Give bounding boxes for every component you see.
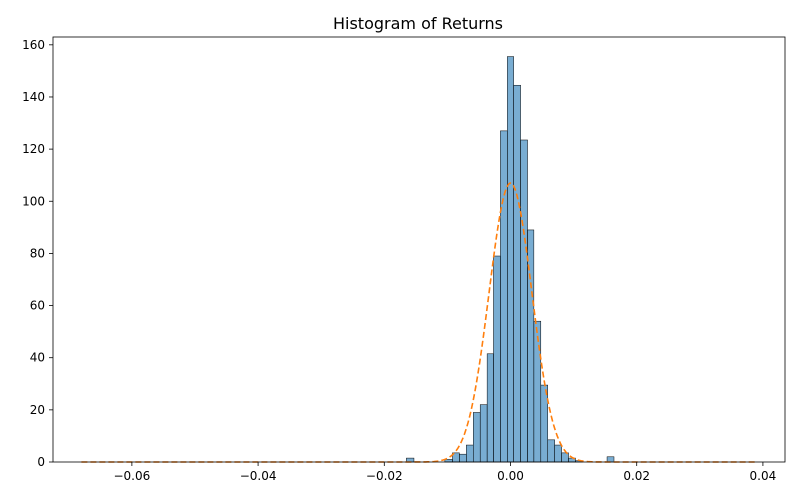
histogram-bar [554, 444, 562, 463]
histogram-bar [540, 384, 548, 463]
y-tick-label: 100 [22, 194, 45, 208]
y-tick-label: 20 [30, 403, 45, 417]
chart-title: Histogram of Returns [333, 14, 503, 33]
histogram-bar [513, 84, 521, 463]
histogram-bar [466, 444, 474, 463]
x-tick-label: 0.04 [750, 469, 777, 483]
histogram-bar [507, 56, 514, 463]
histogram-bars [406, 56, 615, 463]
histogram-bar [479, 404, 488, 463]
histogram-bar [547, 439, 555, 463]
x-tick-label: −0.06 [113, 469, 150, 483]
y-tick-label: 80 [30, 246, 45, 260]
histogram-bar [486, 353, 494, 463]
y-tick-label: 0 [37, 455, 45, 469]
histogram-bar [520, 139, 528, 463]
y-axis-ticks: 0 20 40 60 80 100 120 140 160 [22, 38, 53, 469]
histogram-bar [561, 452, 569, 463]
normal-curve-line [81, 182, 757, 463]
x-tick-label: 0.02 [623, 469, 650, 483]
histogram-bar [473, 412, 481, 463]
histogram-bar [533, 320, 542, 463]
histogram-bar [459, 453, 467, 463]
histogram-bar [500, 130, 508, 463]
y-tick-label: 160 [22, 38, 45, 52]
normal-curve [81, 182, 757, 463]
x-tick-label: −0.02 [366, 469, 403, 483]
y-tick-label: 140 [22, 90, 45, 104]
histogram-bar [493, 255, 501, 463]
plot-frame [52, 36, 786, 463]
y-tick-label: 40 [30, 351, 45, 365]
y-tick-label: 60 [30, 299, 45, 313]
x-tick-label: 0.00 [497, 469, 524, 483]
x-axis-ticks: −0.06 −0.04 −0.02 0.00 0.02 0.04 [113, 462, 776, 483]
y-tick-label: 120 [22, 142, 45, 156]
x-tick-label: −0.04 [240, 469, 277, 483]
